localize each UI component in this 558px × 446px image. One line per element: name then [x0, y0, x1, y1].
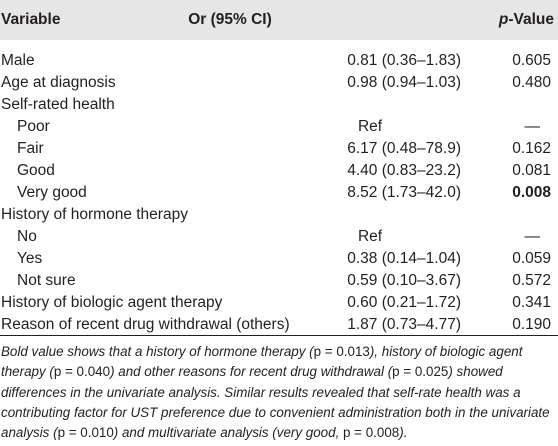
- header-variable: Variable: [1, 11, 61, 28]
- row-variable: Fair: [17, 140, 44, 157]
- row-p-value: 0.162: [512, 140, 551, 157]
- row-or: 6.17 (0.48–78.9): [347, 140, 461, 157]
- row-or: 0.81 (0.36–1.83): [347, 52, 461, 69]
- row-variable: Male: [1, 52, 35, 69]
- row-p-value: —: [524, 118, 541, 135]
- row-variable: Good: [17, 162, 55, 179]
- row-variable: Poor: [17, 118, 50, 135]
- table-row: No Ref —: [0, 226, 558, 248]
- row-variable: Not sure: [17, 272, 76, 289]
- row-variable: Very good: [17, 184, 87, 201]
- footnote-p-value: p = 0.008: [343, 425, 400, 441]
- row-group-label: History of hormone therapy: [1, 206, 188, 223]
- row-p-value: —: [524, 228, 541, 245]
- table-row: Age at diagnosis 0.98 (0.94–1.03) 0.480: [0, 72, 558, 94]
- row-or: 0.60 (0.21–1.72): [347, 294, 461, 311]
- footnote-text: ).: [399, 425, 408, 441]
- footnote-text: ) and multivariate analysis (very good,: [113, 425, 344, 441]
- row-or: 0.38 (0.14–1.04): [347, 250, 461, 267]
- row-or: Ref: [357, 228, 383, 245]
- footnote-p-value: p = 0.013: [313, 344, 370, 359]
- table-row: Good 4.40 (0.83–23.2) 0.081: [0, 160, 558, 182]
- row-p-value-significant: 0.008: [512, 184, 551, 201]
- header-odds-ratio: Or (95% CI): [188, 11, 272, 28]
- footnote-text: ), history of biologic agent therapy (: [1, 344, 523, 380]
- row-p-value: 0.059: [512, 250, 551, 267]
- row-p-value: 0.572: [512, 272, 551, 289]
- table-row: Very good 8.52 (1.73–42.0) 0.008: [0, 182, 558, 204]
- footnote-p-value: p = 0.010: [57, 425, 114, 441]
- row-or: 1.87 (0.73–4.77): [347, 316, 461, 333]
- table-footnote: Bold value shows that a history of hormo…: [1, 342, 553, 443]
- row-group-label: Self-rated health: [1, 96, 115, 113]
- row-or: 0.98 (0.94–1.03): [347, 74, 461, 91]
- table-bottom-rule: [0, 335, 558, 336]
- row-or: 0.59 (0.10–3.67): [347, 272, 461, 289]
- table-row-group: Self-rated health: [0, 94, 558, 116]
- row-variable: Yes: [17, 250, 43, 267]
- footnote-p-value: p = 0.025: [392, 364, 449, 380]
- footnote-text: Bold value shows that a history of hormo…: [1, 344, 314, 359]
- row-p-value: 0.341: [512, 294, 551, 311]
- row-or: 8.52 (1.73–42.0): [347, 184, 461, 201]
- table-row: Male 0.81 (0.36–1.83) 0.605: [0, 50, 558, 72]
- row-p-value: 0.190: [512, 316, 551, 333]
- header-p-suffix: -Value: [508, 11, 554, 28]
- table-row: Poor Ref —: [0, 116, 558, 138]
- row-or: 4.40 (0.83–23.2): [347, 162, 461, 179]
- table-row: Not sure 0.59 (0.10–3.67) 0.572: [0, 270, 558, 292]
- row-variable: Reason of recent drug withdrawal (others…: [1, 316, 290, 333]
- row-p-value: 0.605: [512, 52, 551, 69]
- header-p-value: p-Value: [499, 10, 554, 30]
- row-variable: Age at diagnosis: [1, 74, 116, 91]
- row-p-value: 0.081: [512, 162, 551, 179]
- row-variable: No: [17, 228, 37, 245]
- row-p-value: 0.480: [512, 74, 551, 91]
- table-row: Reason of recent drug withdrawal (others…: [0, 314, 558, 336]
- table-body: Male 0.81 (0.36–1.83) 0.605 Age at diagn…: [0, 50, 558, 336]
- footnote-text: ) and other reasons for recent drug with…: [110, 364, 393, 380]
- table-row-group: History of hormone therapy: [0, 204, 558, 226]
- row-or: Ref: [357, 118, 383, 135]
- table-row: Yes 0.38 (0.14–1.04) 0.059: [0, 248, 558, 270]
- table-header: Variable Or (95% CI) p-Value: [0, 0, 558, 40]
- footnote-p-value: p = 0.040: [53, 364, 111, 380]
- header-p-letter: p: [498, 11, 509, 28]
- footnote-text: ) showed differences in the univariate a…: [1, 364, 550, 441]
- table-row: History of biologic agent therapy 0.60 (…: [0, 292, 558, 314]
- row-variable: History of biologic agent therapy: [1, 294, 223, 311]
- table-row: Fair 6.17 (0.48–78.9) 0.162: [0, 138, 558, 160]
